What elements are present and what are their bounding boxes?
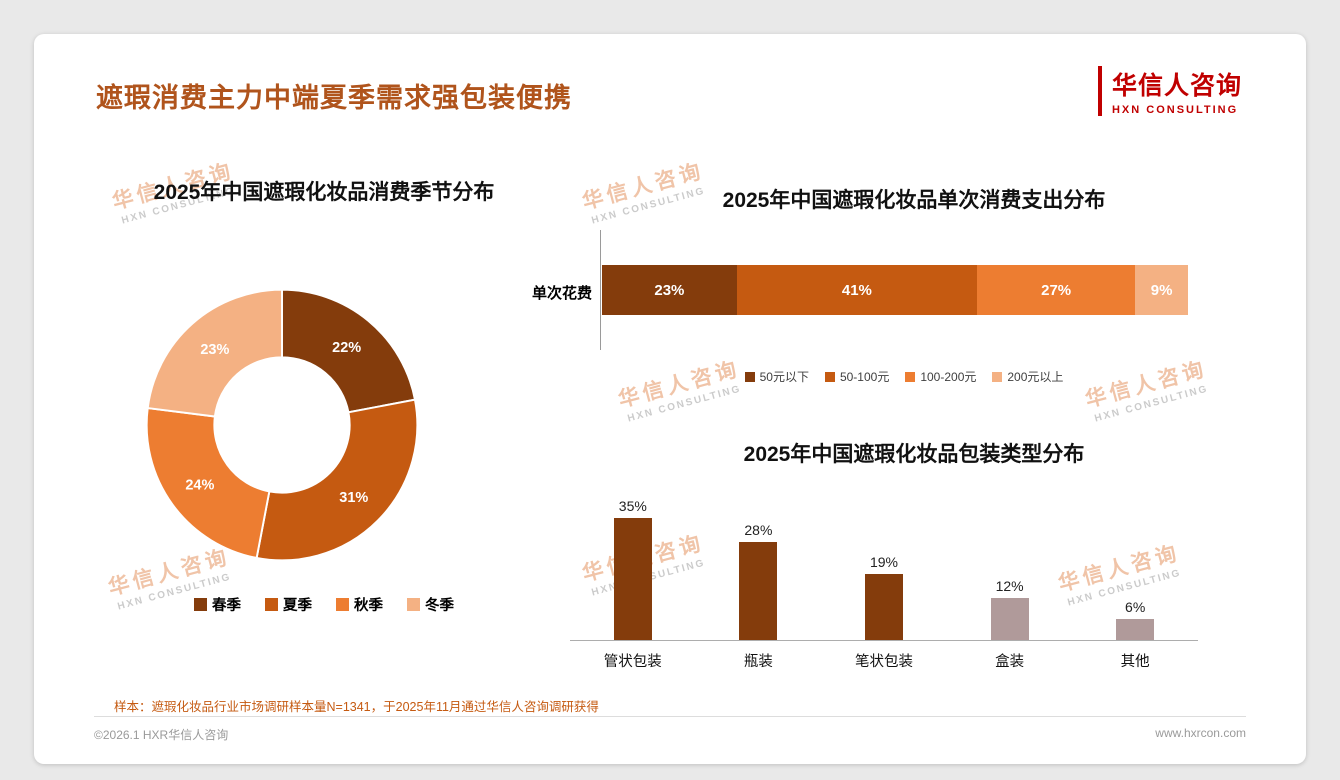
bar-category-label: 笔状包装 xyxy=(854,654,913,670)
legend-item: 100-200元 xyxy=(905,368,976,385)
legend-item: 春季 xyxy=(194,594,241,615)
donut-chart-title: 2025年中国遮瑕化妆品消费季节分布 xyxy=(153,181,495,204)
watermark-text-en: HXN CONSULTING xyxy=(626,383,743,425)
spending-stacked-bar: 23% 41% 27% 9% xyxy=(602,265,1188,315)
donut-slice-label: 31% xyxy=(339,490,368,506)
legend-label: 200元以上 xyxy=(1007,370,1064,384)
bar-value-label: 12% xyxy=(995,578,1024,594)
bar-slot: 12% xyxy=(947,578,1073,640)
legend-label: 春季 xyxy=(212,598,241,614)
stacked-axis-label: 单次花费 xyxy=(531,285,592,302)
legend-label: 50-100元 xyxy=(839,370,890,384)
footnote: 样本：遮瑕化妆品行业市场调研样本量N=1341，于2025年11月通过华信人咨询… xyxy=(114,700,599,714)
stacked-axis-line xyxy=(600,230,601,350)
legend-label: 秋季 xyxy=(354,598,383,614)
bar-管状包装 xyxy=(613,517,652,640)
legend-swatch xyxy=(905,371,916,382)
bar-category-label: 管状包装 xyxy=(603,654,662,670)
legend-item: 冬季 xyxy=(407,594,454,615)
brand-name-en: HXN CONSULTING xyxy=(1111,104,1239,116)
legend-item: 200元以上 xyxy=(992,368,1063,385)
stacked-segment-50元以下: 23% xyxy=(602,265,737,315)
stacked-legend: 50元以下 50-100元 100-200元 200元以上 xyxy=(574,368,1234,385)
bar-chart-title: 2025年中国遮瑕化妆品包装类型分布 xyxy=(743,443,1085,466)
bar-value-label: 6% xyxy=(1125,599,1146,615)
footer-copyright: ©2026.1 HXR华信人咨询 xyxy=(94,728,229,742)
legend-item: 50-100元 xyxy=(824,368,890,385)
donut-slice-春季 xyxy=(281,288,417,414)
bar-slot: 28% xyxy=(696,522,822,640)
bar-其他 xyxy=(1116,619,1155,640)
season-donut-chart: 22% 31% 24% 23% xyxy=(145,288,419,562)
footer-url: www.hxrcon.com xyxy=(1155,726,1246,740)
bar-瓶装 xyxy=(739,542,778,640)
legend-swatch xyxy=(265,598,278,611)
bar-slot: 35% xyxy=(570,497,696,640)
legend-label: 100-200元 xyxy=(920,370,977,384)
donut-slice-label: 23% xyxy=(200,342,229,358)
bar-value-label: 35% xyxy=(618,497,647,514)
bar-value-label: 19% xyxy=(869,553,898,570)
bar-笔状包装 xyxy=(864,573,903,640)
bar-plot-area: 35% 28% 19% 12% 6% xyxy=(570,481,1198,641)
donut-slice-冬季 xyxy=(146,288,283,418)
legend-item: 50元以下 xyxy=(744,368,809,385)
stacked-segment-200元以上: 9% xyxy=(1135,265,1188,315)
bar-category-label: 其他 xyxy=(1120,654,1150,670)
donut-legend: 春季 夏季 秋季 冬季 xyxy=(74,594,574,615)
legend-swatch xyxy=(336,598,349,611)
legend-swatch xyxy=(824,371,835,382)
bar-category-row: 管状包装 瓶装 笔状包装 盒装 其他 xyxy=(570,641,1198,671)
stacked-segment-50-100元: 41% xyxy=(736,265,978,315)
bar-category-label: 瓶装 xyxy=(743,654,773,670)
bar-value-label: 28% xyxy=(744,522,773,538)
bar-slot: 19% xyxy=(821,553,947,640)
legend-label: 夏季 xyxy=(283,598,312,614)
bar-slot: 6% xyxy=(1072,599,1198,640)
bar-盒装 xyxy=(990,598,1029,640)
legend-swatch xyxy=(194,598,207,611)
donut-slice-label: 22% xyxy=(332,340,361,356)
donut-slice-秋季 xyxy=(145,406,271,560)
legend-item: 秋季 xyxy=(336,594,383,615)
legend-swatch xyxy=(992,371,1003,382)
stacked-segment-100-200元: 27% xyxy=(977,265,1136,315)
legend-swatch xyxy=(744,371,755,382)
bar-category-label: 盒装 xyxy=(995,654,1025,670)
brand-name-cn: 华信人咨询 xyxy=(1111,72,1242,100)
legend-item: 夏季 xyxy=(265,594,312,615)
brand-logo: 华信人咨询 HXN CONSULTING xyxy=(1097,66,1242,116)
legend-label: 50元以下 xyxy=(759,370,809,384)
page-title: 遮瑕消费主力中端夏季需求强包装便携 xyxy=(96,83,572,113)
report-card: 华信人咨询 HXN CONSULTING 华信人咨询 HXN CONSULTING 华信… xyxy=(34,34,1306,764)
stacked-chart-title: 2025年中国遮瑕化妆品单次消费支出分布 xyxy=(722,189,1106,212)
legend-swatch xyxy=(407,598,420,611)
legend-label: 冬季 xyxy=(425,598,454,614)
donut-slice-label: 24% xyxy=(185,478,214,494)
donut-slice-夏季 xyxy=(255,398,419,562)
watermark-text-en: HXN CONSULTING xyxy=(1093,383,1210,425)
packaging-bar-chart: 35% 28% 19% 12% 6% 管状包装 瓶装 笔状包装 盒装 其他 xyxy=(570,481,1198,671)
footer: ©2026.1 HXR华信人咨询 www.hxrcon.com xyxy=(94,716,1246,743)
